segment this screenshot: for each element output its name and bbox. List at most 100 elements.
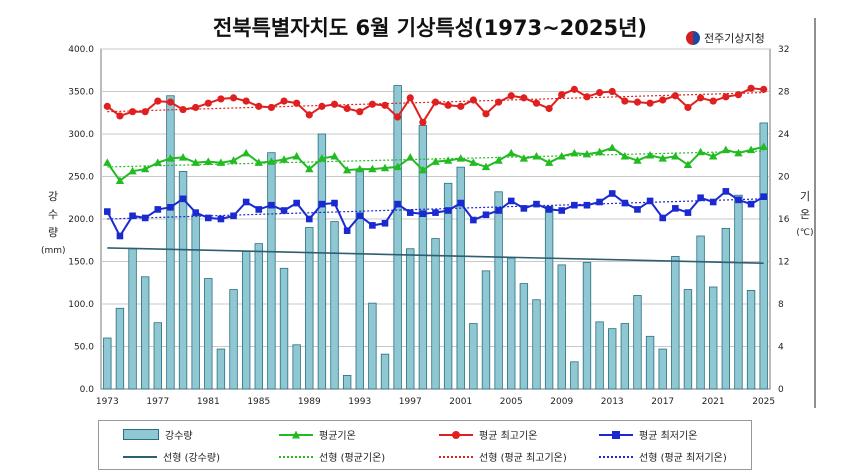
right-tick-label: 28 bbox=[778, 88, 790, 98]
max-temp-point bbox=[255, 102, 263, 110]
mean-temp-point bbox=[671, 152, 680, 160]
x-tick-label: 1985 bbox=[247, 397, 270, 407]
mean-temp-point bbox=[204, 157, 213, 165]
x-tick-label: 1981 bbox=[197, 397, 220, 407]
kma-logo-icon bbox=[686, 31, 700, 45]
mean-temp-point bbox=[481, 162, 491, 171]
mean-temp-point bbox=[443, 156, 453, 164]
precip-bar bbox=[393, 85, 402, 390]
precip-bar bbox=[178, 170, 188, 390]
min-temp-point bbox=[646, 197, 654, 205]
mean-temp-point bbox=[494, 156, 503, 164]
legend-min: 평균 최저기온 bbox=[599, 427, 697, 442]
max-temp-point bbox=[217, 95, 225, 103]
legend-trend-mean: 선형 (평균기온) bbox=[279, 449, 385, 464]
max-temp-point bbox=[128, 108, 137, 116]
max-temp-point bbox=[457, 102, 465, 110]
min-temp-point bbox=[318, 200, 326, 208]
chart-plot: 0.0 50.0 100.0 150.0 200.0 250.0 300.0 350.0 400… bbox=[68, 45, 790, 407]
left-tick-label: 300.0 bbox=[68, 130, 94, 140]
right-tick-label: 4 bbox=[778, 343, 784, 353]
left-tick-label: 100.0 bbox=[68, 300, 94, 310]
precip-bar bbox=[140, 276, 150, 390]
x-tick-label: 2005 bbox=[500, 397, 523, 407]
max-temp-point bbox=[394, 113, 402, 121]
legend-trend-min-swatch bbox=[599, 451, 633, 463]
precip-bar bbox=[671, 255, 680, 390]
mean-temp-point bbox=[166, 154, 175, 162]
min-temp-point bbox=[242, 198, 250, 206]
min-temp-point bbox=[520, 205, 528, 212]
min-temp-point bbox=[255, 206, 263, 213]
precip-bar bbox=[342, 374, 352, 390]
legend-trend-precip-label: 선형 (강수량) bbox=[163, 453, 220, 464]
max-temp-point bbox=[507, 92, 515, 100]
precip-bar bbox=[734, 194, 743, 390]
mean-temp-point bbox=[532, 152, 541, 160]
max-temp-point bbox=[747, 84, 755, 92]
chart-legend: 강수량 평균기온 평균 최고기온 평균 최저기온 선형 (강수량) 선형 (평균… bbox=[98, 420, 752, 470]
max-temp-point bbox=[595, 88, 604, 97]
left-tick-label: 350.0 bbox=[68, 88, 94, 98]
mean-temp-point bbox=[620, 152, 630, 160]
min-temp-point bbox=[747, 200, 755, 208]
precip-bar bbox=[406, 248, 415, 390]
min-temp-point bbox=[760, 193, 767, 200]
min-temp-point bbox=[672, 205, 679, 212]
max-temp-point bbox=[179, 105, 187, 114]
legend-mean: 평균기온 bbox=[279, 427, 356, 442]
min-temp-point bbox=[533, 200, 540, 208]
max-temp-point bbox=[103, 102, 111, 110]
min-temp-point bbox=[457, 199, 465, 207]
x-tick-label: 2001 bbox=[449, 397, 472, 407]
legend-mean-swatch bbox=[279, 429, 313, 441]
left-tick-label: 250.0 bbox=[68, 173, 94, 183]
mean-temp-point bbox=[683, 160, 693, 169]
min-temp-point bbox=[369, 222, 376, 229]
max-temp-point bbox=[646, 99, 654, 107]
right-axis-label-char: 기 bbox=[799, 190, 811, 203]
min-temp-point bbox=[406, 209, 414, 216]
right-tick-label: 8 bbox=[778, 300, 784, 310]
min-temp-point bbox=[482, 211, 490, 219]
precip-bar bbox=[557, 264, 566, 390]
max-temp-point bbox=[532, 99, 541, 107]
mean-temp-point bbox=[658, 154, 667, 162]
min-temp-point bbox=[684, 209, 692, 216]
mean-temp-point bbox=[191, 158, 200, 166]
max-temp-point bbox=[570, 85, 578, 93]
max-temp-point bbox=[431, 98, 440, 106]
legend-trend-max-swatch bbox=[439, 451, 473, 463]
min-temp-point bbox=[735, 196, 742, 204]
max-temp-point bbox=[696, 94, 705, 102]
precip-bar bbox=[216, 348, 226, 390]
max-temp-point bbox=[192, 103, 200, 112]
mean-temp-point bbox=[406, 153, 415, 161]
mean-temp-point bbox=[229, 156, 238, 164]
precip-bar bbox=[645, 335, 655, 390]
left-axis-unit: (mm) bbox=[41, 246, 66, 256]
mean-temp-point bbox=[254, 158, 263, 166]
mean-temp-point bbox=[557, 152, 566, 160]
precip-bar bbox=[191, 214, 200, 390]
mean-temp-point bbox=[267, 157, 276, 165]
page-edge-divider bbox=[814, 18, 816, 408]
min-temp-point bbox=[293, 199, 300, 207]
mean-temp-point bbox=[103, 158, 112, 166]
max-temp-point bbox=[343, 104, 351, 113]
legend-bar-swatch bbox=[123, 429, 159, 440]
left-tick-label: 200.0 bbox=[68, 215, 94, 225]
right-tick-label: 24 bbox=[778, 130, 790, 140]
min-temp-point bbox=[356, 212, 364, 220]
mean-temp-point bbox=[292, 152, 301, 160]
max-temp-point bbox=[684, 103, 692, 112]
precip-bar bbox=[481, 270, 491, 390]
mean-temp-point bbox=[544, 158, 554, 166]
agency-name: 전주기상지청 bbox=[704, 32, 765, 45]
min-temp-point bbox=[697, 194, 704, 202]
max-temp-point bbox=[305, 111, 313, 119]
max-temp-point bbox=[545, 104, 553, 113]
mean-temp-point bbox=[368, 164, 377, 173]
max-temp-point bbox=[621, 97, 629, 105]
legend-precip: 강수량 bbox=[123, 427, 193, 442]
